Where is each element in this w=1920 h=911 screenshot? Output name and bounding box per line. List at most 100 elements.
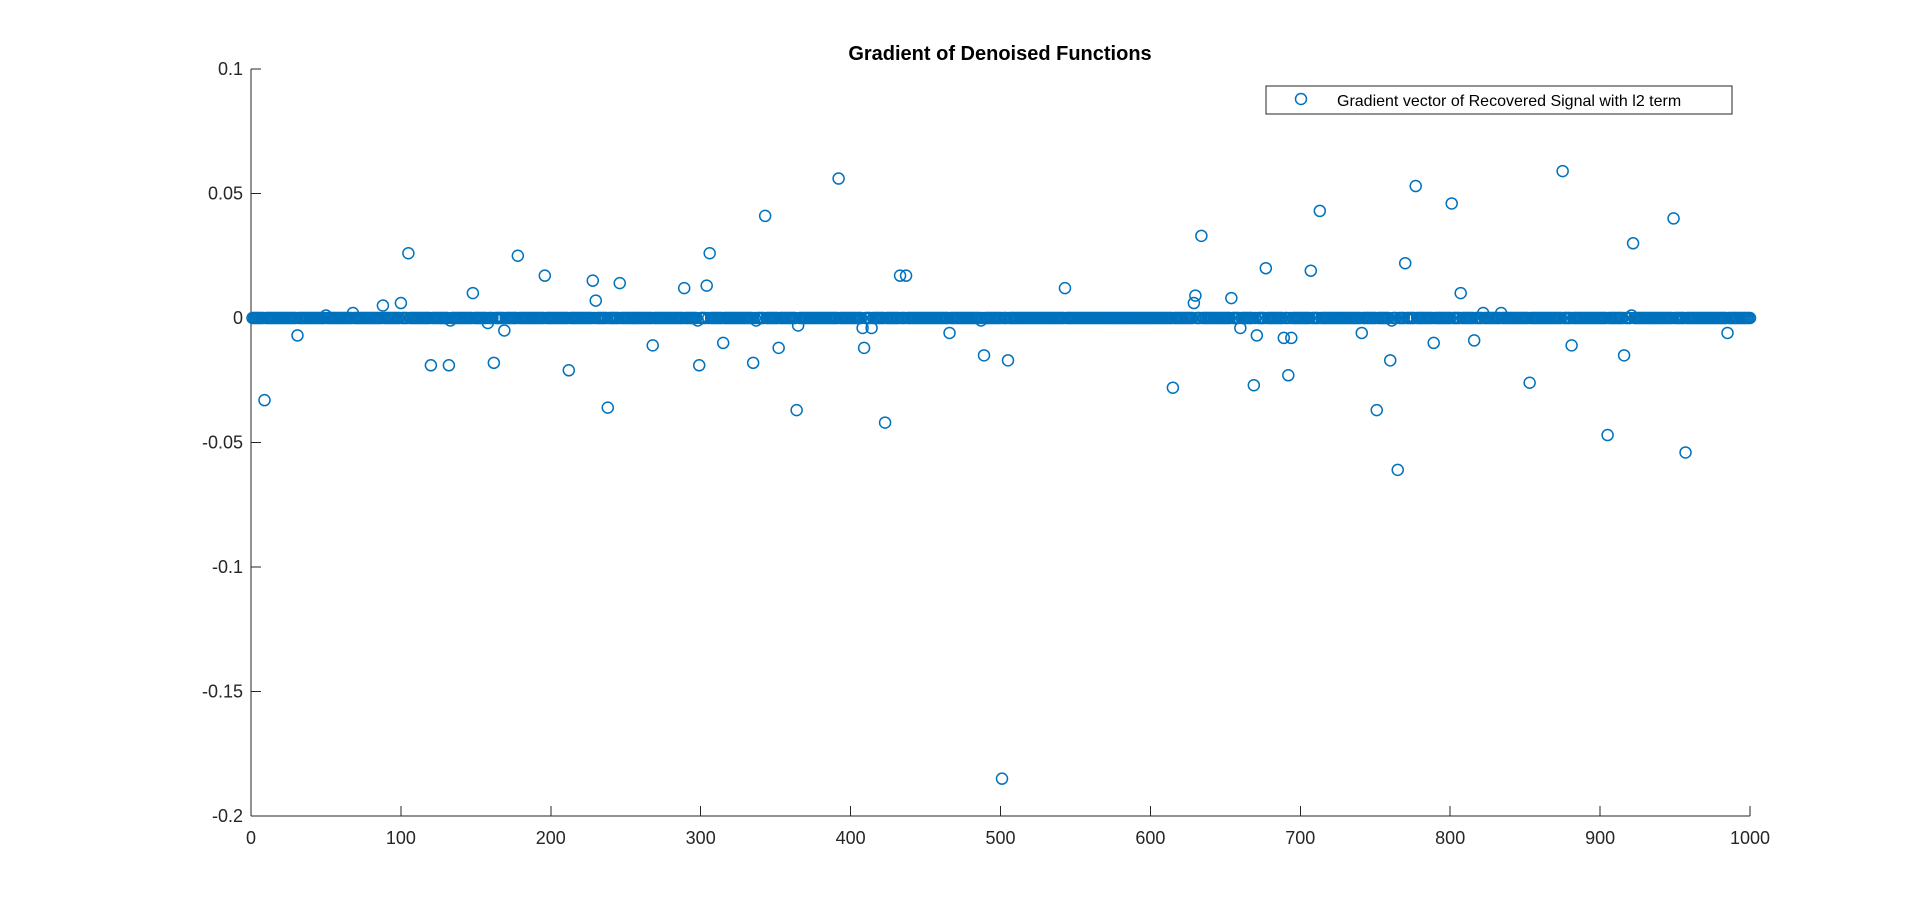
data-point [424,359,438,372]
data-point [703,247,716,260]
data-point [1189,289,1202,302]
data-point [538,269,552,282]
data-point [1282,369,1295,382]
data-point [1225,291,1238,305]
data-point [1249,311,1262,325]
data-point [511,249,525,262]
data-point [291,329,304,342]
data-point [716,336,730,350]
y-tick-label: 0 [233,308,243,328]
data-point [1445,197,1458,210]
x-tick-label: 1000 [1730,828,1770,848]
data-point [589,294,603,307]
data-point [749,314,763,327]
data-point [1427,336,1440,350]
data-point [746,356,760,370]
y-tick-label: -0.15 [202,682,243,702]
data-point [1166,381,1180,394]
data-point [832,172,845,185]
data-point [1355,326,1369,340]
data-point [1476,306,1490,320]
data-point [790,403,803,417]
data-point [562,364,576,377]
data-point [1556,164,1569,178]
data-point [444,314,457,327]
data-points [246,164,1757,785]
data-point [394,296,408,310]
data-point [1247,378,1261,392]
data-point [487,356,501,370]
x-tick-label: 900 [1585,828,1615,848]
data-point [1617,349,1631,362]
data-point [1223,311,1237,325]
data-point [1721,326,1734,340]
x-tick-label: 0 [246,828,256,848]
data-point [677,281,691,295]
data-point [758,209,772,223]
data-point [1285,331,1298,345]
x-tick-label: 400 [836,828,866,848]
data-point [700,279,713,292]
data-point [1259,261,1273,275]
y-tick-label: 0.1 [218,59,243,79]
data-point [1277,331,1291,345]
data-point [1370,403,1383,417]
data-point [346,306,360,320]
data-point [899,269,913,282]
data-point [1743,311,1757,325]
data-point [1679,446,1692,459]
data-point [601,401,615,414]
data-point [1195,229,1208,243]
data-point [1383,354,1397,367]
data-point [1234,321,1247,335]
legend-entry: Gradient vector of Recovered Signal with… [1337,93,1681,110]
data-point [1187,296,1201,310]
data-point [319,309,333,322]
data-point [442,359,456,372]
x-tick-label: 100 [386,828,416,848]
data-point [791,319,805,332]
axes: 0 100 200 300 400 500 600 700 800 900 1000 -0.2 -0.1… [202,59,1770,848]
data-point [1304,264,1318,277]
data-point [1565,339,1578,352]
data-point [1466,311,1479,325]
data-point [748,311,761,325]
data-point [481,316,495,330]
data-point [1001,354,1015,367]
data-point [1467,334,1481,347]
data-point [402,247,415,260]
data-point [1058,281,1072,295]
data-point [1443,311,1457,325]
data-point [1454,286,1467,300]
x-tick-label: 600 [1135,828,1165,848]
data-point [865,321,878,335]
data-point [1385,314,1398,327]
data-point [878,416,892,429]
data-point [613,276,626,290]
data-point [1616,311,1629,325]
x-tick-label: 300 [686,828,716,848]
data-point [586,274,600,287]
data-point [1554,311,1568,325]
data-point [1250,329,1264,342]
data-point [857,341,871,355]
y-tick-label: 0.05 [208,184,243,204]
legend-marker [1294,92,1308,106]
y-tick-label: -0.1 [212,557,243,577]
data-point [772,341,785,355]
data-point [1601,428,1614,442]
data-point [1626,237,1640,250]
data-point [498,324,511,337]
y-tick-label: -0.05 [202,433,243,453]
x-tick-label: 800 [1435,828,1465,848]
data-point [1625,309,1638,322]
data-point [977,349,991,362]
data-point [854,311,868,325]
data-point [1494,306,1508,320]
data-point [691,314,704,327]
x-tick-label: 500 [985,828,1015,848]
legend-box [1265,85,1733,115]
chart-title: Gradient of Denoised Functions [848,43,1151,65]
y-tick-label: -0.2 [212,806,243,826]
